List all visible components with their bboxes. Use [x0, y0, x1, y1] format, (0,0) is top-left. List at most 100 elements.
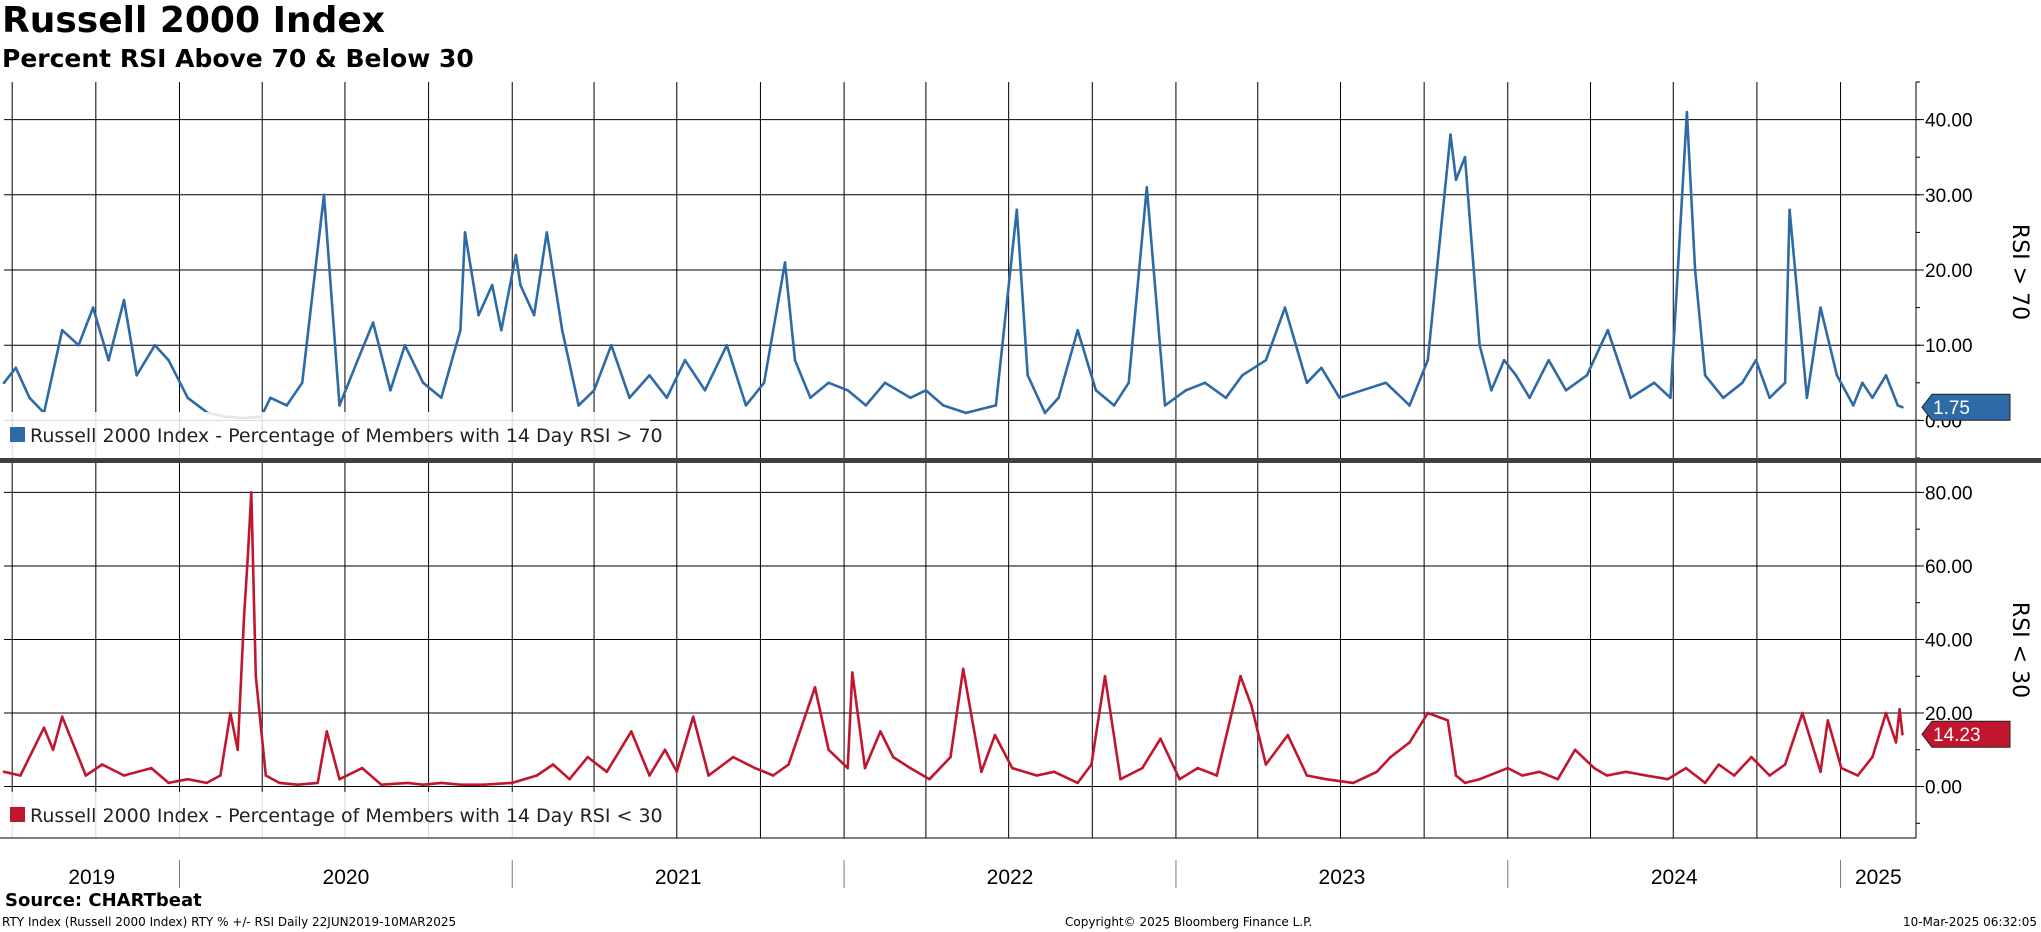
data-point — [338, 404, 341, 407]
data-point — [1338, 396, 1341, 400]
data-point — [264, 774, 268, 777]
data-point — [1514, 374, 1518, 377]
data-point — [648, 374, 651, 377]
data-point — [864, 404, 868, 407]
data-point — [1408, 741, 1411, 744]
data-point — [1741, 381, 1744, 385]
data-point — [1871, 396, 1874, 400]
lower-panel-series — [2, 491, 1904, 787]
lower-panel-grid — [4, 491, 1916, 788]
data-point — [568, 777, 571, 781]
data-point — [1896, 404, 1900, 407]
source-note: Source: CHARTbeat — [5, 890, 202, 911]
data-point — [325, 730, 329, 733]
data-point — [1835, 374, 1839, 377]
data-point — [186, 777, 189, 781]
footer-timestamp: 10-Mar-2025 06:32:05 — [1902, 915, 2037, 929]
upper-panel-series — [2, 110, 1904, 420]
data-point — [949, 755, 952, 759]
data-point — [725, 343, 729, 347]
data-point — [14, 366, 18, 370]
data-point — [691, 715, 695, 718]
data-point — [1861, 381, 1864, 385]
data-point — [545, 231, 549, 234]
data-point — [246, 557, 249, 560]
data-point — [1585, 374, 1589, 377]
data-point — [1320, 366, 1323, 370]
data-point — [1852, 404, 1855, 407]
data-point — [551, 763, 555, 766]
last-value-badge — [1921, 393, 2011, 421]
data-point — [380, 783, 383, 786]
data-point — [514, 253, 518, 257]
data-point — [1159, 737, 1162, 740]
data-point — [1119, 777, 1122, 781]
data-point — [1011, 766, 1014, 770]
data-point — [91, 306, 95, 309]
data-point — [1076, 781, 1079, 785]
data-point — [1026, 374, 1029, 377]
data-point — [1669, 396, 1672, 400]
data-point — [338, 777, 341, 781]
last-value-badges: 1.75 14.23 — [1921, 393, 2011, 748]
data-point — [77, 343, 80, 347]
data-point — [1884, 374, 1888, 377]
data-point — [42, 726, 46, 729]
y-tick-label: 20.00 — [1925, 704, 1973, 725]
data-point — [150, 766, 153, 770]
data-point — [219, 774, 222, 777]
x-tick-label: 2024 — [1651, 866, 1698, 889]
last-value-label: 1.75 — [1933, 398, 1970, 419]
data-point — [1605, 774, 1609, 777]
data-point — [316, 781, 320, 785]
data-point — [993, 733, 997, 737]
data-point — [1826, 719, 1830, 722]
y-tick-label: 40.00 — [1925, 111, 1973, 132]
data-point — [787, 763, 790, 766]
data-point — [592, 389, 596, 392]
data-point — [403, 343, 407, 347]
upper-legend-label: Russell 2000 Index - Percentage of Membe… — [30, 425, 663, 447]
data-point — [1215, 774, 1219, 777]
data-point — [793, 358, 797, 362]
data-point — [500, 328, 503, 332]
data-point — [1178, 777, 1181, 781]
data-point — [1901, 405, 1904, 409]
data-point — [1898, 708, 1901, 711]
lower-y-axis: 0.00 20.00 40.00 60.00 80.00 — [1915, 463, 1973, 838]
data-point — [731, 755, 735, 759]
data-point — [753, 766, 757, 770]
panel-divider — [0, 458, 2041, 463]
data-point — [1449, 133, 1452, 136]
data-point — [1052, 770, 1056, 774]
data-point — [1884, 711, 1888, 715]
data-point — [863, 766, 867, 770]
data-point — [51, 748, 55, 752]
data-point — [1351, 781, 1355, 785]
data-point — [1112, 404, 1116, 407]
data-point — [1894, 741, 1898, 744]
data-point — [1224, 396, 1228, 400]
data-point — [482, 783, 486, 786]
data-point — [1035, 774, 1039, 777]
data-point — [1871, 755, 1874, 759]
data-point — [28, 396, 31, 400]
data-point — [630, 730, 633, 733]
data-point — [1783, 763, 1787, 766]
data-point — [1145, 186, 1149, 189]
data-point — [1241, 374, 1244, 377]
data-point — [1043, 411, 1047, 415]
data-point — [1015, 208, 1019, 212]
data-point — [1463, 781, 1467, 785]
data-point — [322, 193, 326, 197]
y-tick-label: 30.00 — [1925, 186, 1973, 207]
data-point — [1684, 766, 1688, 770]
data-point — [510, 781, 514, 785]
data-point — [1750, 755, 1753, 759]
data-point — [994, 404, 998, 407]
y-tick-label: 80.00 — [1925, 483, 1973, 504]
data-point — [909, 396, 912, 400]
data-point — [2, 381, 6, 385]
data-point — [1264, 358, 1268, 362]
footer-copyright: Copyright© 2025 Bloomberg Finance L.P. — [1065, 915, 1313, 929]
